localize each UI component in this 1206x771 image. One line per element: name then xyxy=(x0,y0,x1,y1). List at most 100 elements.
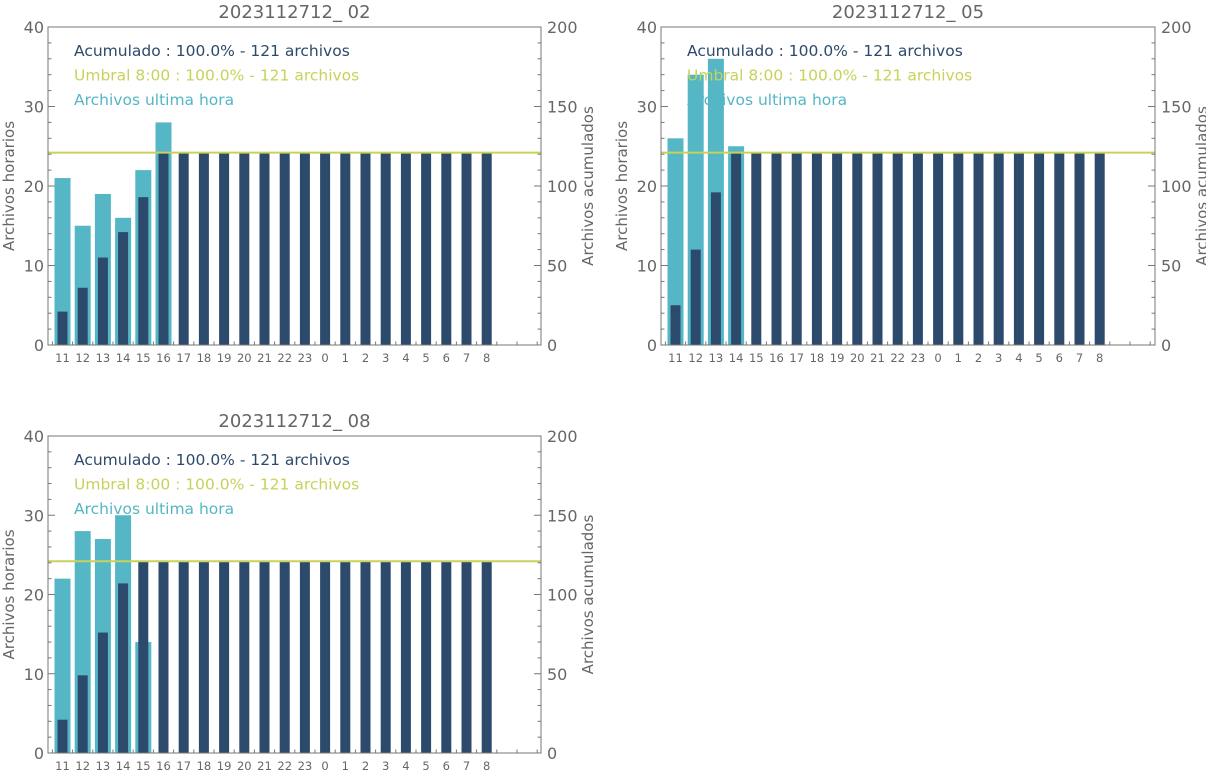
x-tick-label: 12 xyxy=(75,759,90,771)
x-tick-label: 17 xyxy=(176,759,191,771)
x-tick-label: 5 xyxy=(422,351,429,365)
legend-ultima-hora: Archivos ultima hora xyxy=(74,91,234,109)
x-tick-label: 23 xyxy=(911,351,926,365)
x-tick-label: 21 xyxy=(257,351,272,365)
chart-title: 2023112712_ 08 xyxy=(218,411,370,432)
y-tick-label: 40 xyxy=(637,18,657,37)
y2-tick-label: 150 xyxy=(547,98,578,117)
bar-hourly xyxy=(667,138,684,345)
y2-tick-label: 50 xyxy=(547,257,567,276)
x-tick-label: 20 xyxy=(237,759,252,771)
x-tick-label: 14 xyxy=(116,759,131,771)
bar-cumulative xyxy=(1074,152,1085,345)
x-tick-label: 18 xyxy=(197,759,212,771)
y-tick-label: 20 xyxy=(24,586,44,605)
x-tick-label: 6 xyxy=(443,759,450,771)
x-tick-label: 6 xyxy=(443,351,450,365)
legend-ultima-hora: Archivos ultima hora xyxy=(687,91,847,109)
y2-tick-label: 50 xyxy=(1161,257,1181,276)
legend-umbral: Umbral 8:00 : 100.0% - 121 archivos xyxy=(687,67,972,85)
bar-cumulative xyxy=(259,561,270,753)
bar-cumulative xyxy=(97,632,108,753)
x-tick-label: 15 xyxy=(136,351,151,365)
bar-cumulative xyxy=(380,152,391,345)
bar-cumulative xyxy=(77,287,88,345)
bar-cumulative xyxy=(461,152,472,345)
x-tick-label: 8 xyxy=(483,759,490,771)
y-axis-label: Archivos horarios xyxy=(0,529,18,659)
bar-cumulative xyxy=(791,152,802,345)
bar-cumulative xyxy=(461,561,472,753)
x-tick-label: 22 xyxy=(277,759,292,771)
y-tick-label: 10 xyxy=(637,257,657,276)
bar-cumulative xyxy=(912,152,923,345)
x-tick-label: 17 xyxy=(176,351,191,365)
y2-tick-label: 150 xyxy=(547,506,578,525)
bar-cumulative xyxy=(279,152,290,345)
bar-cumulative xyxy=(77,675,88,753)
y2-tick-label: 0 xyxy=(547,336,557,355)
x-tick-label: 2 xyxy=(975,351,982,365)
bar-cumulative xyxy=(1034,152,1045,345)
x-tick-label: 2 xyxy=(362,351,369,365)
y-tick-label: 10 xyxy=(24,665,44,684)
bar-cumulative xyxy=(299,152,310,345)
x-tick-label: 3 xyxy=(995,351,1002,365)
bar-cumulative xyxy=(933,152,944,345)
x-tick-label: 11 xyxy=(668,351,683,365)
y-tick-label: 20 xyxy=(637,177,657,196)
legend-umbral: Umbral 8:00 : 100.0% - 121 archivos xyxy=(74,67,359,85)
y2-tick-label: 150 xyxy=(1161,98,1192,117)
x-tick-label: 3 xyxy=(382,351,389,365)
bar-cumulative xyxy=(118,232,129,345)
bar-cumulative xyxy=(690,249,701,345)
y2-axis-label: Archivos acumulados xyxy=(579,515,597,675)
bar-cumulative xyxy=(57,719,68,753)
y-tick-label: 10 xyxy=(24,257,44,276)
legend-umbral: Umbral 8:00 : 100.0% - 121 archivos xyxy=(74,476,359,494)
x-tick-label: 15 xyxy=(749,351,764,365)
x-tick-label: 12 xyxy=(688,351,703,365)
x-tick-label: 1 xyxy=(955,351,962,365)
bar-cumulative xyxy=(360,152,371,345)
bar-cumulative xyxy=(811,152,822,345)
bar-cumulative xyxy=(118,583,129,753)
x-tick-label: 8 xyxy=(1096,351,1103,365)
bar-cumulative xyxy=(731,152,742,345)
bar-cumulative xyxy=(158,561,169,753)
x-tick-label: 5 xyxy=(422,759,429,771)
y2-tick-label: 0 xyxy=(547,744,557,763)
bar-cumulative xyxy=(239,561,250,753)
x-tick-label: 6 xyxy=(1056,351,1063,365)
x-tick-label: 3 xyxy=(382,759,389,771)
bar-cumulative xyxy=(973,152,984,345)
x-tick-label: 7 xyxy=(1076,351,1083,365)
bar-cumulative xyxy=(400,152,411,345)
y-tick-label: 0 xyxy=(34,336,44,355)
y2-tick-label: 100 xyxy=(547,177,578,196)
x-tick-label: 21 xyxy=(870,351,885,365)
bar-cumulative xyxy=(340,152,351,345)
x-tick-label: 16 xyxy=(156,759,171,771)
y2-tick-label: 50 xyxy=(547,665,567,684)
bar-cumulative xyxy=(57,311,68,345)
bar-cumulative xyxy=(178,152,189,345)
legend-ultima-hora: Archivos ultima hora xyxy=(74,500,234,518)
bar-cumulative xyxy=(138,197,149,345)
x-tick-label: 7 xyxy=(463,351,470,365)
x-tick-label: 11 xyxy=(55,759,70,771)
bar-cumulative xyxy=(832,152,843,345)
bar-cumulative xyxy=(360,561,371,753)
x-tick-label: 12 xyxy=(75,351,90,365)
bar-cumulative xyxy=(279,561,290,753)
bar-cumulative xyxy=(710,192,721,345)
y-tick-label: 0 xyxy=(34,744,44,763)
bar-cumulative xyxy=(993,152,1004,345)
x-tick-label: 19 xyxy=(830,351,845,365)
bar-cumulative xyxy=(340,561,351,753)
bar-cumulative xyxy=(320,152,331,345)
bar-cumulative xyxy=(872,152,883,345)
